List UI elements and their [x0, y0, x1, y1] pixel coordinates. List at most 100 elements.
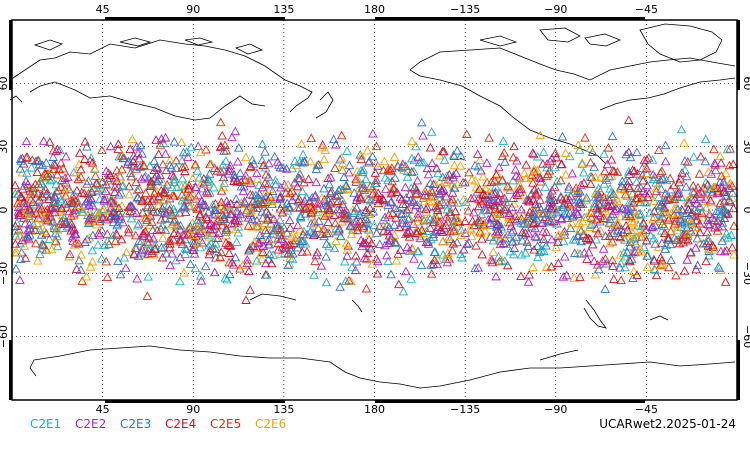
- observation-triangle-marker: [623, 147, 634, 156]
- observation-triangle-marker: [406, 167, 417, 176]
- observation-triangle-marker: [622, 204, 632, 214]
- observation-triangle-marker: [375, 194, 385, 204]
- observation-triangle-marker: [649, 256, 660, 265]
- observation-triangle-marker: [180, 166, 190, 176]
- observation-triangle-marker: [33, 196, 44, 205]
- observation-triangle-marker: [175, 224, 186, 234]
- observation-triangle-marker: [74, 255, 84, 265]
- product-label: UCARwet2.2025-01-24: [599, 417, 736, 431]
- observation-triangle-marker: [408, 219, 419, 228]
- observation-triangle-marker: [707, 213, 718, 222]
- observation-triangle-marker: [298, 229, 309, 239]
- observation-triangle-marker: [165, 160, 175, 169]
- observation-triangle-marker: [584, 247, 594, 257]
- observation-triangle-marker: [383, 175, 393, 185]
- observation-triangle-marker: [24, 205, 34, 214]
- observation-triangle-marker: [705, 184, 715, 193]
- right-lat-label: 30: [741, 140, 750, 154]
- observation-triangle-marker: [294, 194, 304, 203]
- observation-triangle-marker: [715, 151, 725, 160]
- observation-triangle-marker: [665, 173, 675, 183]
- observation-triangle-marker: [542, 162, 552, 172]
- observation-triangle-marker: [434, 217, 444, 227]
- observation-triangle-marker: [144, 233, 154, 243]
- observation-triangle-marker: [595, 211, 606, 220]
- observation-triangle-marker: [10, 239, 21, 248]
- observation-triangle-marker: [52, 169, 63, 179]
- observation-triangle-marker: [386, 165, 396, 175]
- observation-triangle-marker: [225, 204, 236, 214]
- observation-triangle-marker: [651, 183, 662, 192]
- observation-triangle-marker: [335, 231, 346, 241]
- observation-triangle-marker: [30, 225, 40, 235]
- observation-triangle-marker: [225, 160, 236, 170]
- observation-triangle-marker: [487, 255, 497, 264]
- observation-triangle-marker: [613, 196, 623, 206]
- observation-triangle-marker: [551, 152, 562, 162]
- observation-triangle-marker: [325, 187, 336, 197]
- observation-triangle-marker: [648, 221, 658, 231]
- observation-triangle-marker: [73, 197, 84, 207]
- observation-triangle-marker: [520, 247, 531, 257]
- observation-triangle-marker: [529, 166, 539, 176]
- observation-triangle-marker: [425, 178, 436, 188]
- observation-triangle-marker: [534, 202, 545, 211]
- observation-triangle-marker: [331, 236, 341, 246]
- observation-triangle-marker: [67, 232, 78, 242]
- observation-triangle-marker: [373, 256, 383, 266]
- observation-triangle-marker: [225, 198, 236, 208]
- observation-triangle-marker: [473, 201, 484, 211]
- observation-triangle-marker: [509, 141, 519, 151]
- observation-triangle-marker: [87, 245, 98, 255]
- observation-triangle-marker: [25, 223, 35, 233]
- observation-triangle-marker: [627, 188, 638, 198]
- observation-triangle-marker: [90, 171, 101, 180]
- observation-triangle-marker: [628, 218, 639, 227]
- observation-triangle-marker: [314, 216, 324, 225]
- observation-triangle-marker: [470, 175, 481, 185]
- observation-triangle-marker: [609, 274, 619, 283]
- observation-triangle-marker: [643, 250, 653, 260]
- observation-triangle-marker: [653, 200, 664, 209]
- observation-triangle-marker: [260, 258, 271, 268]
- observation-triangle-marker: [642, 163, 652, 173]
- observation-triangle-marker: [523, 277, 534, 286]
- observation-triangle-marker: [709, 158, 720, 168]
- observation-triangle-marker: [60, 190, 71, 200]
- observation-triangle-marker: [437, 172, 448, 181]
- observation-triangle-marker: [337, 165, 347, 174]
- observation-triangle-marker: [566, 191, 576, 201]
- observation-triangle-marker: [539, 246, 549, 255]
- observation-triangle-marker: [510, 211, 521, 220]
- observation-triangle-marker: [257, 198, 267, 208]
- observation-triangle-marker: [164, 199, 174, 209]
- observation-triangle-marker: [23, 231, 33, 241]
- observation-triangle-marker: [157, 220, 167, 230]
- observation-triangle-marker: [382, 250, 392, 260]
- observation-triangle-marker: [161, 248, 172, 258]
- observation-triangle-marker: [530, 231, 540, 241]
- observation-triangle-marker: [58, 214, 68, 224]
- observation-triangle-marker: [101, 166, 112, 176]
- observation-triangle-marker: [54, 164, 65, 174]
- observation-triangle-marker: [469, 220, 479, 229]
- observation-triangle-marker: [724, 183, 734, 192]
- observation-triangle-marker: [21, 232, 31, 242]
- observation-triangle-marker: [604, 171, 615, 181]
- observation-triangle-marker: [131, 230, 141, 240]
- observation-triangle-marker: [653, 242, 664, 251]
- observation-triangle-marker: [680, 165, 690, 174]
- observation-triangle-marker: [561, 270, 572, 280]
- observation-triangle-marker: [116, 234, 127, 244]
- observation-triangle-marker: [676, 124, 687, 134]
- observation-triangle-marker: [319, 154, 329, 164]
- top-lon-label: 135: [273, 3, 294, 16]
- observation-triangle-marker: [728, 203, 739, 213]
- observation-triangle-marker: [361, 283, 372, 293]
- observation-triangle-marker: [158, 138, 169, 148]
- observation-triangle-marker: [188, 173, 198, 183]
- observation-triangle-marker: [649, 264, 660, 273]
- observation-triangle-marker: [592, 208, 603, 217]
- observation-triangle-marker: [305, 226, 316, 236]
- observation-triangle-marker: [186, 142, 196, 152]
